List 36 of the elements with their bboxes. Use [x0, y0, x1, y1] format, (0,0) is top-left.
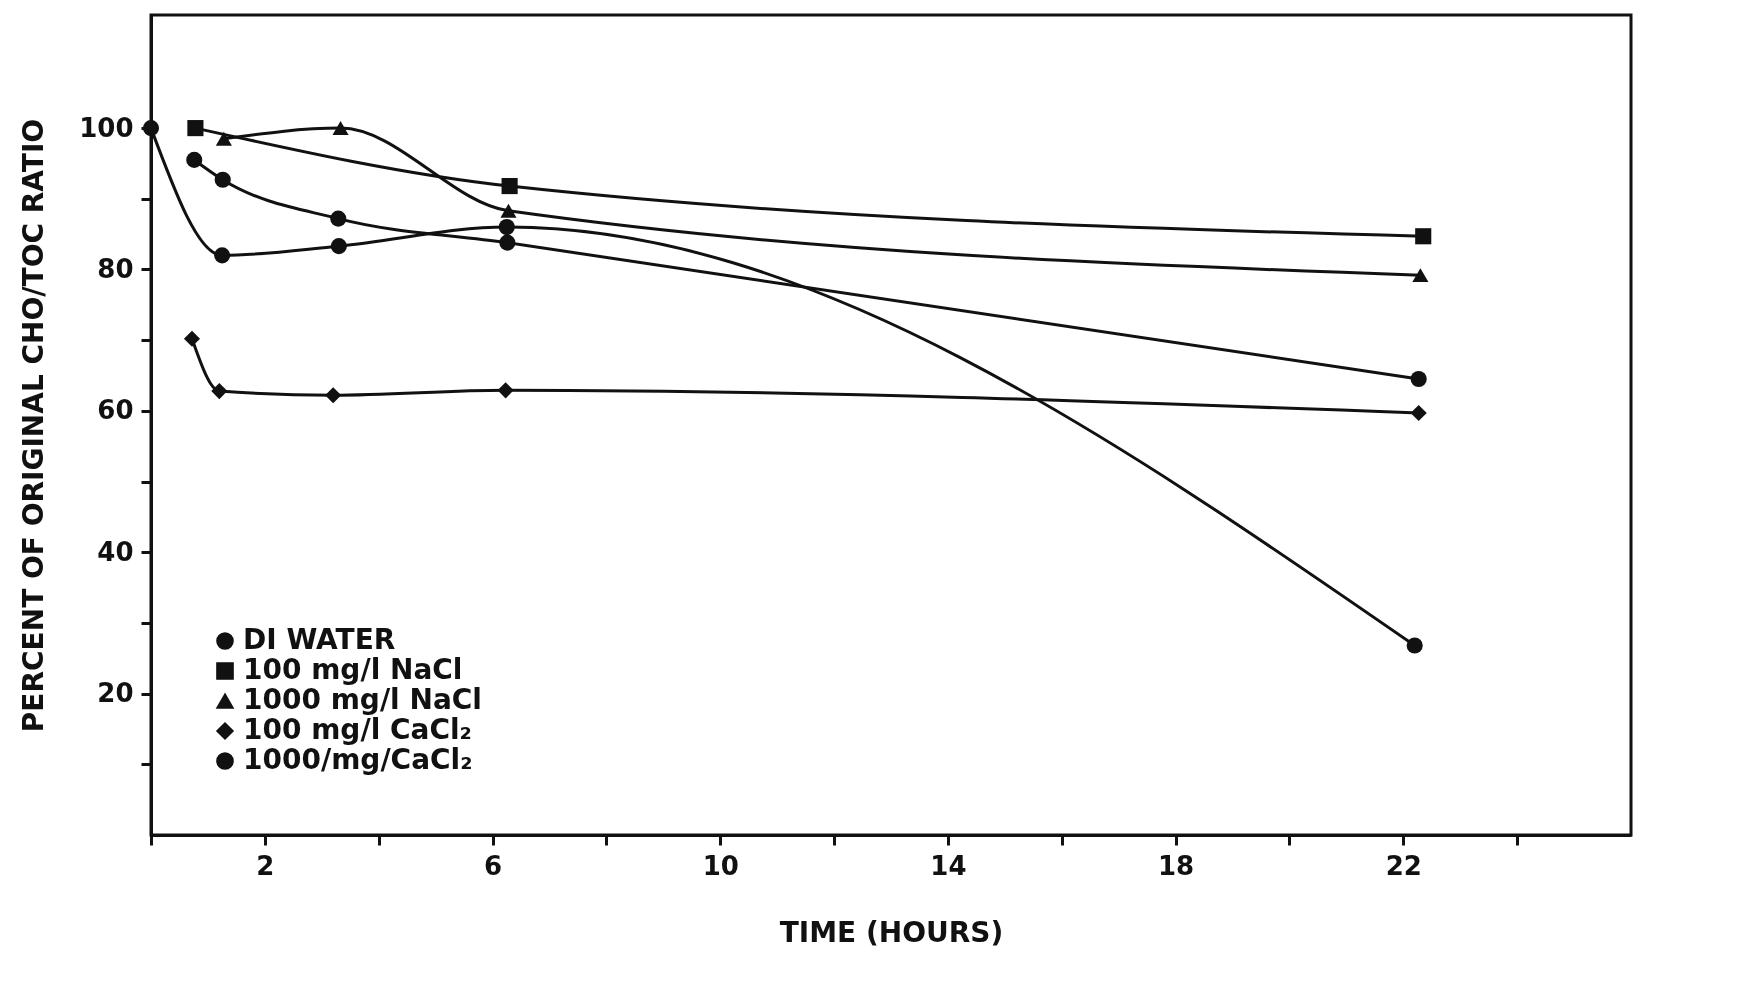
point [325, 387, 342, 404]
y-tick-label: 20 [97, 678, 134, 709]
x-tick-label: 2 [256, 850, 275, 881]
x-tick-label: 6 [483, 850, 503, 881]
point [1410, 371, 1427, 388]
x-tick-label: 22 [1385, 850, 1422, 881]
point [186, 151, 203, 168]
point [332, 121, 349, 136]
y-tick-label: 40 [97, 536, 134, 567]
point [187, 120, 204, 137]
point [1410, 404, 1427, 422]
point [500, 203, 517, 218]
x-axis-title: TIME (HOURS) [779, 915, 1004, 949]
legend-label: 100 mg/l NaCl [243, 653, 463, 686]
point [501, 178, 518, 195]
point [1412, 268, 1429, 283]
x-tick-label: 14 [930, 850, 967, 881]
point [330, 210, 347, 227]
point [215, 131, 232, 146]
point [211, 383, 228, 400]
point [499, 234, 516, 251]
point [497, 382, 514, 399]
point [183, 330, 201, 347]
point [330, 238, 347, 255]
y-tick-label: 60 [97, 395, 134, 426]
x-tick-label: 10 [702, 850, 739, 881]
point [214, 247, 231, 264]
x-tick-label: 18 [1158, 850, 1195, 881]
legend-label: DI WATER [243, 623, 396, 656]
point [1406, 637, 1423, 654]
y-axis-title: PERCENT OF ORIGINAL CHO/TOC RATIO [17, 118, 51, 733]
point [214, 171, 231, 188]
point [498, 219, 515, 236]
y-tick-label: 100 [79, 112, 134, 143]
point [1415, 228, 1432, 245]
y-tick-label: 80 [97, 253, 134, 284]
